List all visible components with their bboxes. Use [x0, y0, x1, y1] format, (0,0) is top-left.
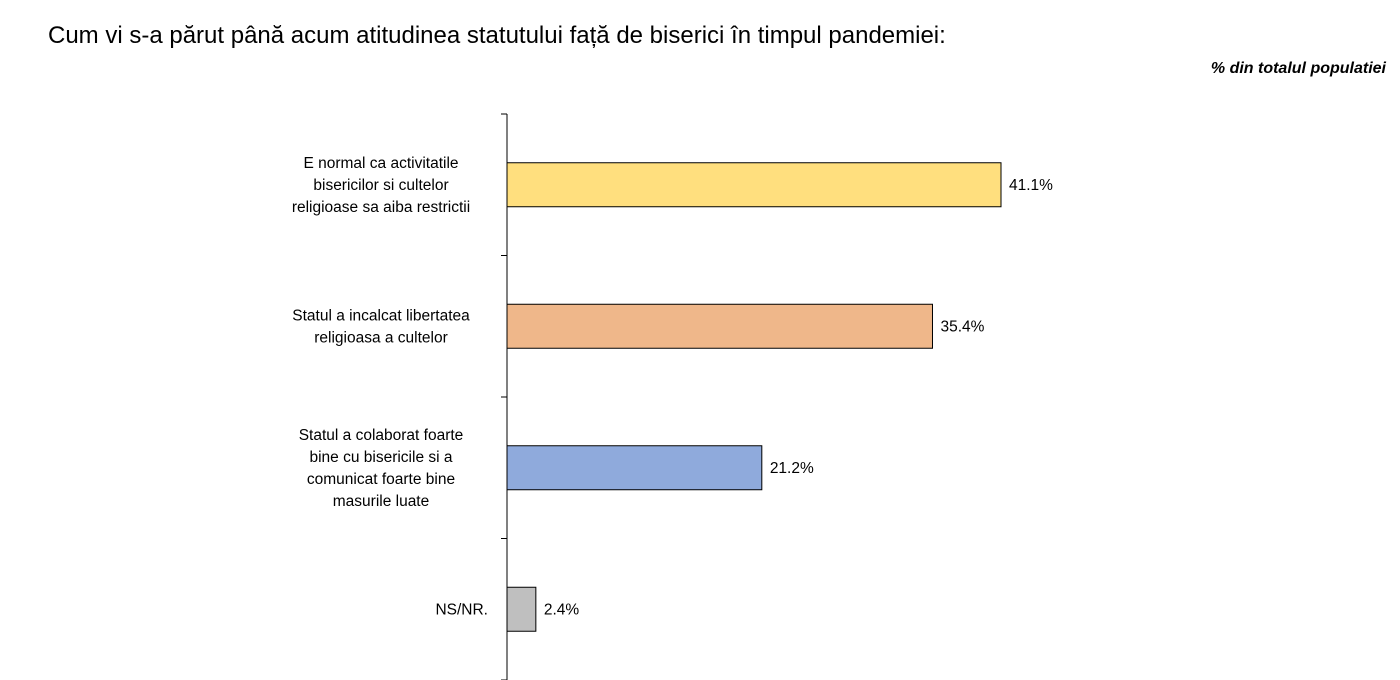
category-label-1: E normal ca activitatile bisericilor si c… — [292, 155, 470, 216]
bar-3 — [506, 445, 763, 491]
value-label-1: 41.1% — [1009, 177, 1053, 194]
category-label-line: E normal ca activitatile — [303, 155, 458, 172]
category-label-3: Statul a colaborat foarte bine cu biseric… — [299, 427, 464, 510]
category-label-line: masurile luate — [333, 493, 430, 510]
category-label-2: Statul a incalcat libertatea religioasa a… — [292, 307, 470, 346]
chart-subtitle: % din totalul populatiei — [1210, 60, 1386, 77]
bar-4 — [506, 586, 537, 632]
category-label-line: NS/NR. — [435, 601, 488, 618]
category-label-line: Statul a incalcat libertatea — [292, 307, 470, 324]
category-label-line: religioase sa aiba restrictii — [292, 199, 470, 216]
category-label-line: comunicat foarte bine — [307, 471, 455, 488]
value-label-2: 35.4% — [940, 318, 984, 335]
value-label-4: 2.4% — [544, 601, 580, 618]
value-label-3: 21.2% — [770, 460, 814, 477]
bar-1 — [506, 162, 1002, 208]
category-label-line: bine cu bisericile si a — [309, 449, 452, 466]
category-label-4: NS/NR. — [435, 601, 488, 618]
category-label-line: religioasa a cultelor — [314, 329, 448, 346]
category-label-line: bisericilor si cultelor — [313, 177, 448, 194]
chart-title: Cum vi s-a părut până acum atitudinea st… — [48, 22, 946, 49]
category-label-line: Statul a colaborat foarte — [299, 427, 464, 444]
bar-2 — [506, 303, 933, 349]
